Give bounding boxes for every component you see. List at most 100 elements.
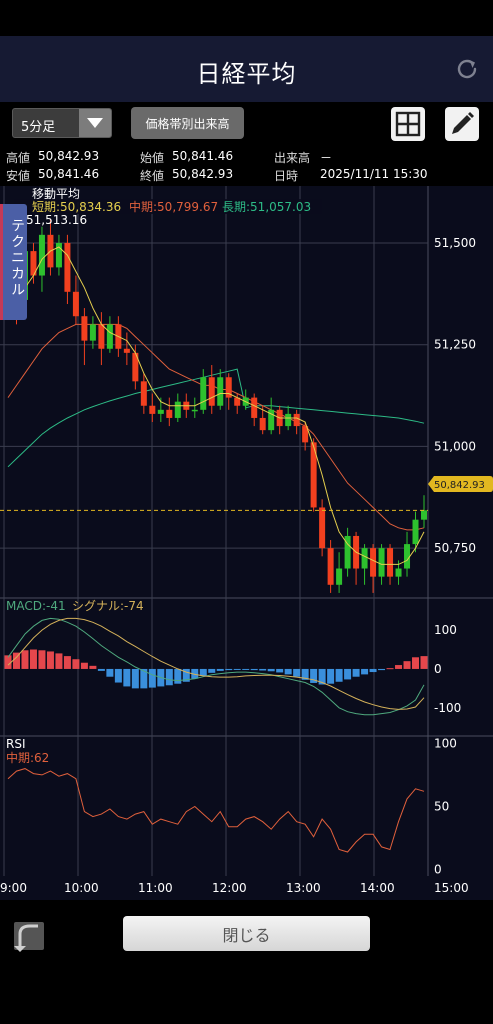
price-tick-label: 51,500 xyxy=(434,236,476,250)
candle xyxy=(310,442,317,508)
macd-histogram-bar xyxy=(72,659,80,669)
candle xyxy=(174,401,181,418)
datetime-value: 2025/11/11 15:30 xyxy=(320,167,428,181)
macd-histogram-bar xyxy=(89,665,97,669)
macd-tick-label: 0 xyxy=(434,662,442,676)
macd-histogram-bar xyxy=(395,665,403,669)
macd-histogram-bar xyxy=(344,668,352,680)
ma-long-legend: 長期:51,057.03 xyxy=(222,200,311,214)
technical-tab[interactable]: テクニカル xyxy=(0,204,27,320)
candle xyxy=(55,242,62,268)
candle xyxy=(251,397,258,418)
signal-legend: シグナル:-74 xyxy=(72,599,144,613)
current-price-label: 50,842.93 xyxy=(434,480,485,491)
low-value: 50,841.46 xyxy=(38,167,100,181)
macd-histogram-bar xyxy=(97,668,105,671)
macd-histogram-bar xyxy=(12,652,20,669)
candle xyxy=(132,352,139,382)
candle xyxy=(140,381,147,406)
ma-mid-legend: 中期:50,799.67 xyxy=(129,199,218,214)
candle xyxy=(72,291,79,317)
macd-histogram-bar xyxy=(38,650,46,669)
page-title: 日経平均 xyxy=(196,60,297,88)
macd-histogram-bar xyxy=(174,668,182,684)
macd-histogram-bar xyxy=(165,668,173,686)
footer-bar: 閉じる xyxy=(0,900,493,1024)
macd-histogram-bar xyxy=(191,668,199,679)
ohlc-info-panel: 高値 50,842.93 始値 50,841.46 出来高 － 安値 50,84… xyxy=(0,146,493,186)
macd-histogram-bar xyxy=(21,650,29,669)
interval-value: 5分足 xyxy=(21,120,56,135)
candle xyxy=(166,409,173,418)
candle xyxy=(217,377,224,406)
candle xyxy=(259,417,266,431)
ma-long-line xyxy=(7,368,425,468)
candle xyxy=(378,548,385,577)
volume-value: － xyxy=(320,151,333,165)
macd-histogram-bar xyxy=(225,668,233,671)
stock-chart[interactable]: 9:00 10:00 11:00 12:00 13:00 14:00 15:00 51,500… xyxy=(0,186,493,900)
macd-histogram-bar xyxy=(352,668,360,677)
x-tick-label: 13:00 xyxy=(286,881,321,895)
macd-histogram-bar xyxy=(403,661,411,669)
price-tick-label: 50,750 xyxy=(434,541,476,555)
x-tick-label: 12:00 xyxy=(212,881,247,895)
close-button[interactable]: 閉じる xyxy=(123,916,370,951)
candle xyxy=(234,397,241,406)
draw-button[interactable] xyxy=(445,107,479,141)
candle xyxy=(149,405,156,414)
macd-histogram-bar xyxy=(199,668,207,676)
macd-histogram-bar xyxy=(420,656,428,669)
datetime-label: 日時 xyxy=(274,169,299,183)
candle xyxy=(285,413,292,427)
macd-histogram-bar xyxy=(242,668,250,670)
macd-histogram-bar xyxy=(63,656,71,669)
macd-histogram-bar xyxy=(318,668,326,685)
close-value: 50,842.93 xyxy=(172,167,234,181)
low-label: 安値 xyxy=(6,169,31,183)
macd-legend: MACD:-41 xyxy=(6,599,66,613)
macd-histogram-bar xyxy=(327,668,335,684)
interval-dropdown[interactable]: 5分足 xyxy=(12,108,112,138)
candle xyxy=(404,544,411,569)
candle xyxy=(319,507,326,549)
rsi-legend-title: RSI xyxy=(6,737,26,751)
candle xyxy=(157,409,164,414)
volume-by-price-button[interactable]: 価格帯別出来高 xyxy=(131,107,244,139)
candle xyxy=(370,548,377,577)
macd-histogram-bar xyxy=(140,668,148,689)
price-tick-label: 51,250 xyxy=(434,338,476,352)
x-tick-label: 15:00 xyxy=(434,881,469,895)
candle xyxy=(387,548,394,577)
candle xyxy=(395,568,402,577)
macd-histogram-bar xyxy=(233,668,241,670)
macd-histogram-bar xyxy=(114,668,122,683)
macd-histogram-bar xyxy=(55,653,63,669)
x-tick-label: 11:00 xyxy=(138,881,173,895)
macd-histogram-bar xyxy=(310,668,318,683)
rsi-tick-label: 100 xyxy=(434,736,457,750)
volume-label: 出来高 xyxy=(274,151,311,165)
ma-short-line xyxy=(7,246,425,565)
back-icon[interactable] xyxy=(10,918,48,952)
refresh-icon[interactable] xyxy=(454,56,480,82)
macd-histogram-bar xyxy=(276,668,284,673)
macd-histogram-bar xyxy=(106,668,114,677)
grid-icon xyxy=(395,111,421,137)
macd-histogram-bar xyxy=(293,668,301,677)
current-price-badge xyxy=(428,476,493,492)
ma-short-legend: 短期:50,834.36 xyxy=(32,200,121,214)
macd-histogram-bar xyxy=(267,668,275,672)
macd-histogram-bar xyxy=(369,668,377,673)
pencil-icon xyxy=(452,112,474,134)
x-tick-label: 14:00 xyxy=(360,881,395,895)
macd-histogram-bar xyxy=(301,668,309,680)
candle xyxy=(344,535,351,569)
rsi-tick-label: 0 xyxy=(434,863,442,877)
high-value: 50,842.93 xyxy=(38,149,100,163)
grid-layout-button[interactable] xyxy=(391,107,425,141)
candle xyxy=(412,519,419,545)
candle xyxy=(106,324,113,349)
candle xyxy=(225,377,232,398)
macd-histogram-bar xyxy=(4,655,12,669)
